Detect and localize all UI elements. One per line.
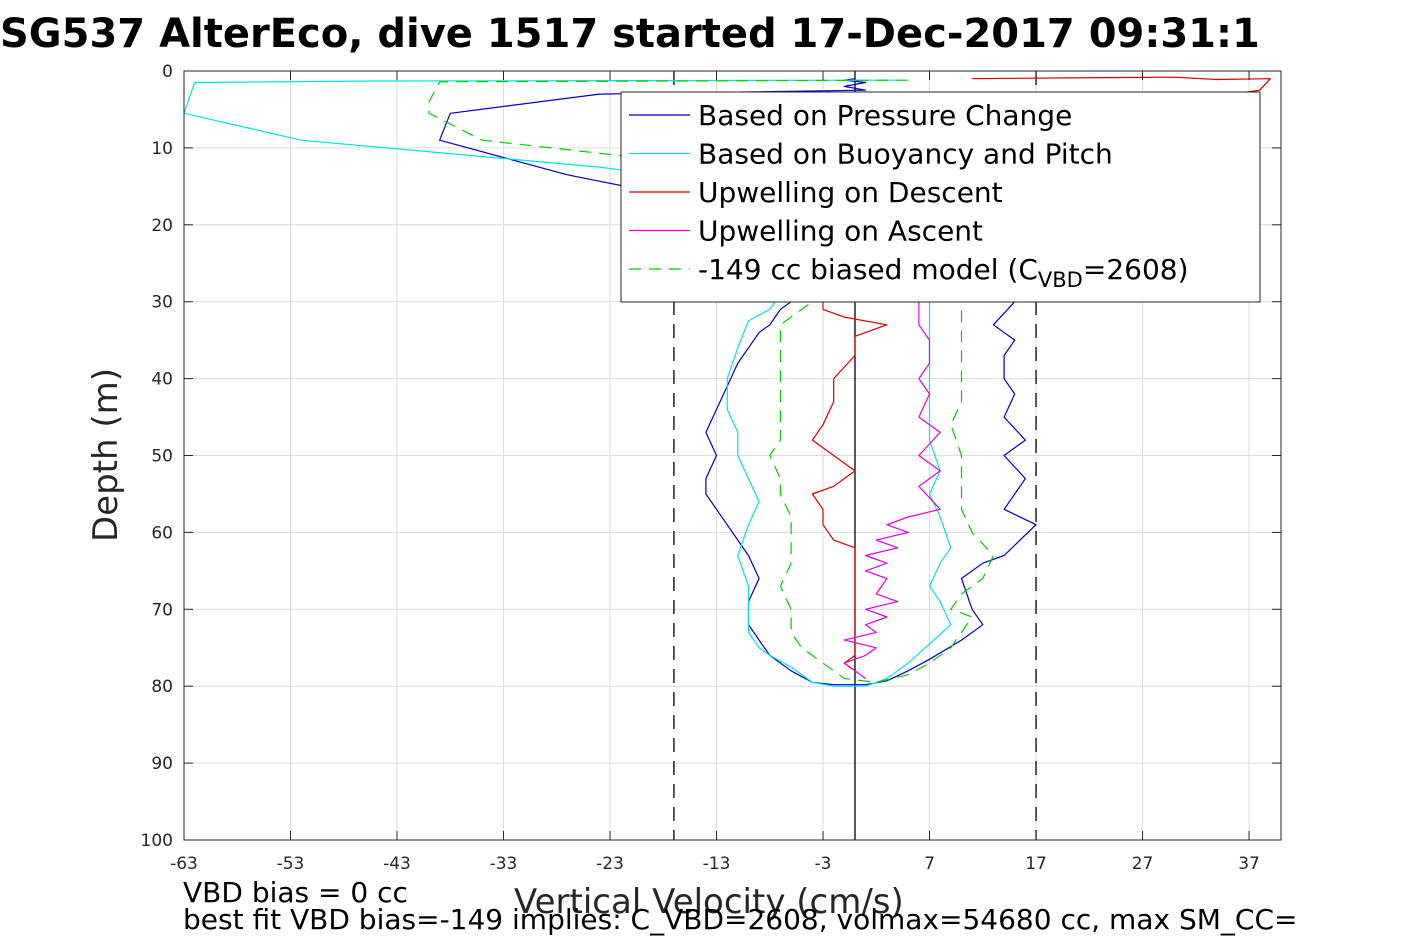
x-tick-label: 27 [1132,854,1154,874]
legend-label: -149 cc biased model (CVBD=2608) [698,253,1189,292]
legend: Based on Pressure Change Based on Buoyanc… [620,91,1261,303]
y-tick-label: 20 [151,216,173,236]
x-tick-label: -63 [170,854,198,874]
y-tick-label: 50 [151,447,173,467]
legend-label: Based on Pressure Change [698,99,1072,132]
y-tick-label: 90 [151,754,173,774]
y-tick-label: 80 [151,677,173,697]
x-tick-label: -3 [815,854,832,874]
legend-label: Upwelling on Ascent [698,215,983,248]
y-tick-label: 0 [162,62,173,82]
y-tick-label: 60 [151,523,173,543]
y-tick-label: 70 [151,600,173,620]
x-axis-label: Vertical Velocity (cm/s) [514,882,904,922]
axis-ticks: -63 -53 -43 -33 -23 -13 -3 7 17 27 37 0 10 20 30 40 50 60… [141,62,1281,874]
y-tick-label: 40 [151,370,173,390]
y-axis-label: Depth (m) [86,368,126,542]
x-tick-label: -43 [383,854,411,874]
x-tick-label: -53 [277,854,305,874]
chart-title: SG537 AlterEco, dive 1517 started 17-Dec… [0,11,1260,57]
legend-label: Upwelling on Descent [698,176,1003,209]
x-tick-label: -13 [703,854,731,874]
x-tick-label: 7 [924,854,935,874]
x-tick-label: 17 [1025,854,1047,874]
best-fit-note: best fit VBD bias=-149 implies: C_VBD=26… [183,903,1297,936]
x-tick-label: -33 [490,854,518,874]
x-tick-label: -23 [596,854,624,874]
vbd-bias-note: VBD bias = 0 cc [183,876,408,909]
y-tick-label: 10 [151,139,173,159]
legend-box [620,91,1261,303]
y-tick-label: 100 [141,831,173,851]
x-tick-label: 37 [1238,854,1260,874]
legend-label: Based on Buoyancy and Pitch [698,138,1113,171]
y-tick-label: 30 [151,293,173,313]
